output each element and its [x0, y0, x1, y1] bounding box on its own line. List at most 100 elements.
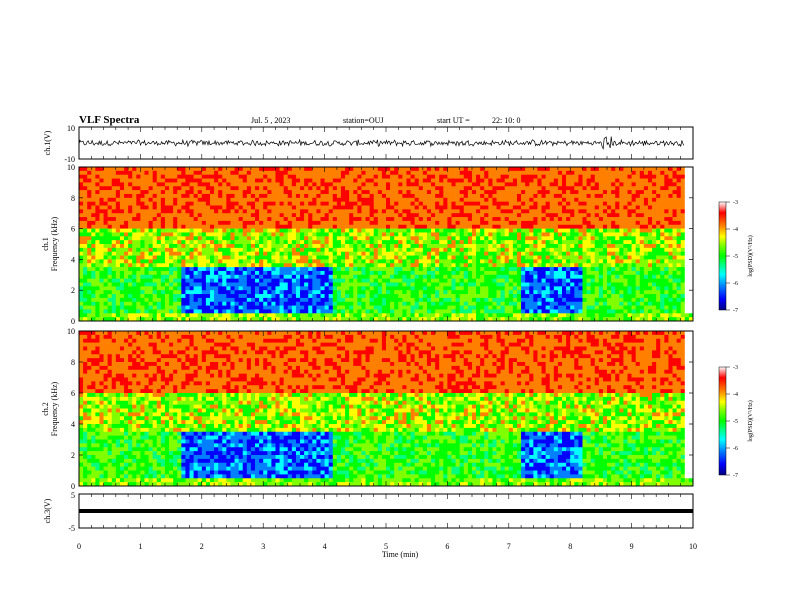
- spectrogram-cell: [144, 224, 149, 229]
- spectrogram-cell: [508, 236, 514, 241]
- spectrogram-cell: [332, 228, 338, 233]
- spectrogram-cell: [111, 170, 117, 175]
- spectrogram-cell: [95, 274, 100, 279]
- spectrogram-cell: [447, 290, 452, 295]
- spectrogram-cell: [418, 232, 424, 237]
- spectrogram-cell: [349, 247, 354, 252]
- spectrogram-cell: [107, 267, 113, 272]
- spectrogram-cell: [582, 270, 587, 276]
- spectrogram-cell: [209, 170, 215, 175]
- spectrogram-cell: [516, 297, 522, 303]
- spectrogram-cell: [390, 274, 395, 279]
- spectrogram-cell: [512, 294, 518, 299]
- spectrogram-cell: [209, 305, 215, 310]
- spectrogram-cell: [578, 297, 583, 303]
- spectrogram-cell: [578, 236, 583, 241]
- spectrogram-cell: [267, 270, 272, 276]
- spectrogram-cell: [320, 267, 325, 272]
- spectrogram-cell: [140, 240, 145, 245]
- spectrogram-cell: [242, 213, 248, 218]
- spectrogram-cell: [353, 282, 358, 287]
- spectrogram-cell: [394, 167, 399, 172]
- spectrogram-cell: [201, 255, 207, 260]
- spectrogram-cell: [156, 309, 162, 314]
- spectrogram-cell: [541, 228, 546, 233]
- spectrogram-cell: [328, 186, 334, 191]
- spectrogram-cell: [214, 209, 219, 214]
- spectrogram-cell: [525, 182, 530, 187]
- spectrogram-cell: [103, 247, 108, 252]
- spectrogram-cell: [332, 182, 338, 187]
- spectrogram-cell: [426, 228, 432, 233]
- spectrogram-cell: [414, 278, 420, 283]
- spectrogram-cell: [193, 267, 198, 272]
- spectrogram-cell: [177, 201, 182, 206]
- spectrogram-cell: [316, 305, 321, 310]
- spectrogram-cell: [353, 205, 358, 210]
- spectrogram-cell: [435, 236, 440, 241]
- spectrogram-cell: [349, 178, 354, 183]
- spectrogram-cell: [173, 201, 178, 206]
- spectrogram-cell: [488, 247, 493, 252]
- spectrogram-cell: [87, 263, 92, 268]
- spectrogram-cell: [504, 209, 510, 214]
- spectrogram-cell: [173, 282, 178, 287]
- spectrogram-cell: [218, 224, 223, 229]
- spectrogram-cell: [320, 186, 325, 191]
- spectrogram-cell: [234, 305, 239, 310]
- spectrogram-cell: [132, 217, 137, 222]
- spectrogram-cell: [381, 305, 387, 310]
- spectrogram-cell: [201, 244, 207, 249]
- spectrogram-cell: [119, 286, 125, 291]
- spectrogram-cell: [250, 267, 256, 272]
- spectrogram-cell: [238, 213, 244, 218]
- spectrogram-cell: [193, 240, 198, 245]
- spectrogram-cell: [238, 286, 244, 291]
- spectrogram-cell: [492, 232, 497, 237]
- spectrogram-cell: [451, 205, 456, 210]
- spectrogram-cell: [349, 297, 354, 303]
- spectrogram-cell: [557, 278, 563, 283]
- spectrogram-cell: [500, 294, 505, 299]
- spectrogram-cell: [537, 236, 542, 241]
- spectrogram-cell: [496, 305, 501, 310]
- spectrogram-cell: [250, 178, 256, 183]
- spectrogram-cell: [181, 190, 186, 195]
- spectrogram-cell: [471, 294, 477, 299]
- spectrogram-cell: [160, 251, 166, 256]
- spectrogram-cell: [418, 205, 424, 210]
- spectrogram-cell: [574, 297, 579, 303]
- spectrogram-cell: [467, 167, 473, 172]
- spectrogram-cell: [422, 309, 428, 314]
- spectrogram-cell: [218, 193, 223, 199]
- spectrogram-cell: [369, 224, 375, 229]
- spectrogram-cell: [488, 193, 493, 199]
- spectrogram-cell: [181, 228, 186, 233]
- spectrogram-cell: [381, 190, 387, 195]
- spectrogram-cell: [287, 244, 293, 249]
- spectrogram-cell: [140, 190, 145, 195]
- spectrogram-cell: [246, 305, 252, 310]
- spectrogram-cell: [443, 205, 448, 210]
- spectrogram-cell: [345, 247, 350, 252]
- spectrogram-cell: [410, 220, 415, 226]
- spectrogram-cell: [402, 278, 407, 283]
- spectrogram-cell: [508, 167, 514, 172]
- spectrogram-cell: [87, 305, 92, 310]
- spectrogram-cell: [328, 220, 334, 226]
- spectrogram-cell: [549, 317, 555, 322]
- spectrogram-cell: [586, 193, 591, 199]
- spectrogram-cell: [545, 290, 551, 295]
- spectrogram-cell: [156, 236, 162, 241]
- spectrogram-cell: [124, 174, 129, 179]
- spectrogram-cell: [562, 236, 567, 241]
- spectrogram-cell: [267, 213, 272, 218]
- spectrogram-cell: [386, 301, 391, 306]
- spectrogram-cell: [521, 286, 526, 291]
- spectrogram-cell: [406, 267, 411, 272]
- spectrogram-cell: [242, 170, 248, 175]
- spectrogram-cell: [394, 209, 399, 214]
- spectrogram-cell: [107, 224, 113, 229]
- spectrogram-cell: [320, 274, 325, 279]
- spectrogram-cell: [283, 247, 289, 252]
